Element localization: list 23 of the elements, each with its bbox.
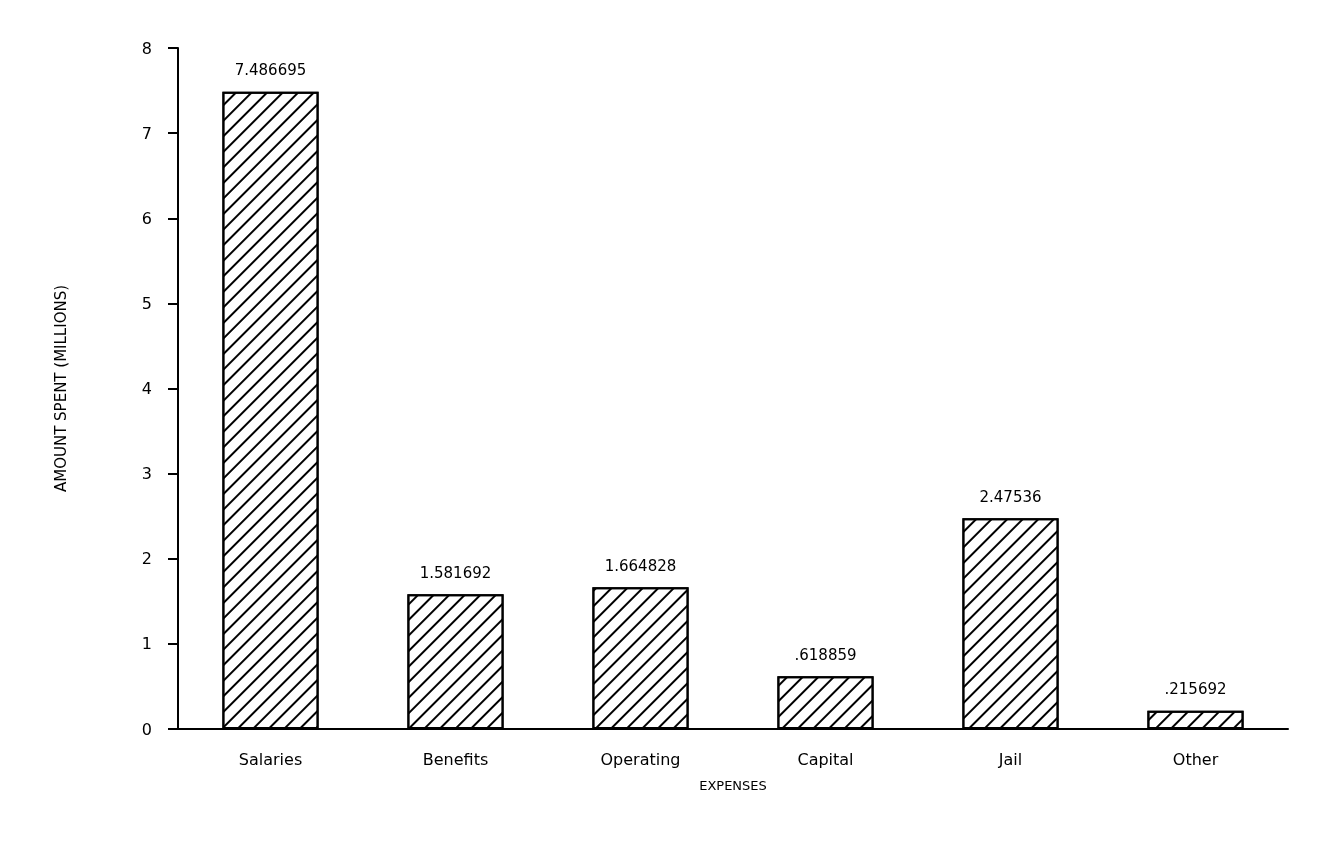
x-tick-label: Operating <box>600 749 681 769</box>
y-axis-title: AMOUNT SPENT (MILLIONS) <box>51 284 70 493</box>
x-tick-label: Salaries <box>238 749 303 769</box>
y-tick-label: 7 <box>141 123 152 143</box>
y-tick-label: 4 <box>141 379 152 398</box>
data-label: .618859 <box>794 645 857 664</box>
data-label: 2.47536 <box>979 487 1042 506</box>
data-label: 1.581692 <box>419 563 492 582</box>
y-tick-label: 8 <box>141 38 152 58</box>
x-tick-label: Jail <box>997 749 1023 769</box>
x-tick-label: Benefits <box>422 749 489 769</box>
x-tick-label: Other <box>1172 749 1219 769</box>
data-label: 7.486695 <box>234 61 307 80</box>
y-tick-label: 3 <box>141 464 152 484</box>
x-tick-label: Capital <box>797 749 854 769</box>
y-tick-label: 0 <box>141 719 152 739</box>
y-tick-label: 5 <box>141 293 152 313</box>
data-label: .215692 <box>1164 680 1227 699</box>
y-tick-label: 6 <box>141 208 152 228</box>
data-label: 1.664828 <box>604 556 677 575</box>
x-axis-title: EXPENSES <box>699 778 767 793</box>
y-tick-label: 2 <box>141 549 152 569</box>
y-tick-label: 1 <box>141 634 152 654</box>
